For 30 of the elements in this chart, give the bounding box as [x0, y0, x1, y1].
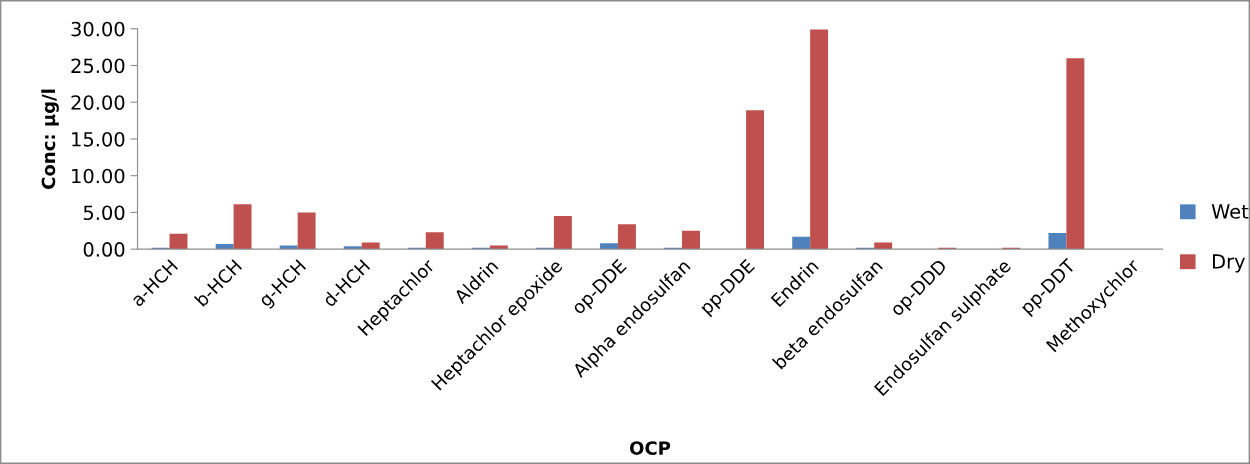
- bar: [682, 230, 700, 250]
- bar: [489, 245, 508, 250]
- bar: [425, 232, 444, 250]
- bar: [1048, 233, 1067, 250]
- bar: [169, 233, 188, 250]
- bar: [215, 244, 234, 250]
- bar: [343, 246, 362, 250]
- bar: [361, 242, 380, 250]
- legend-label: Dry: [1213, 254, 1246, 273]
- y-tick-label: 0.00: [83, 242, 125, 257]
- y-tick-label: 10.00: [72, 168, 125, 184]
- bar: [553, 216, 572, 250]
- y-tick-label: 15.00: [72, 131, 125, 147]
- x-axis-title: OCP: [629, 441, 671, 455]
- bar: [746, 110, 765, 250]
- y-tick-label: 30.00: [71, 21, 125, 37]
- y-axis-title: Conc: μg/l: [41, 89, 59, 189]
- bar: [874, 242, 893, 250]
- bar: [279, 245, 298, 250]
- y-tick-label: 25.00: [71, 58, 125, 74]
- bar: [600, 243, 618, 250]
- bar: [233, 204, 252, 250]
- bar: [297, 212, 316, 250]
- bar: [810, 29, 829, 250]
- y-tick-label: 5.00: [83, 205, 125, 221]
- legend-label: Wet: [1211, 204, 1249, 219]
- bar: [1066, 58, 1085, 250]
- bar: [617, 224, 636, 250]
- bar: [792, 236, 811, 250]
- y-tick-label: 20.00: [71, 95, 125, 110]
